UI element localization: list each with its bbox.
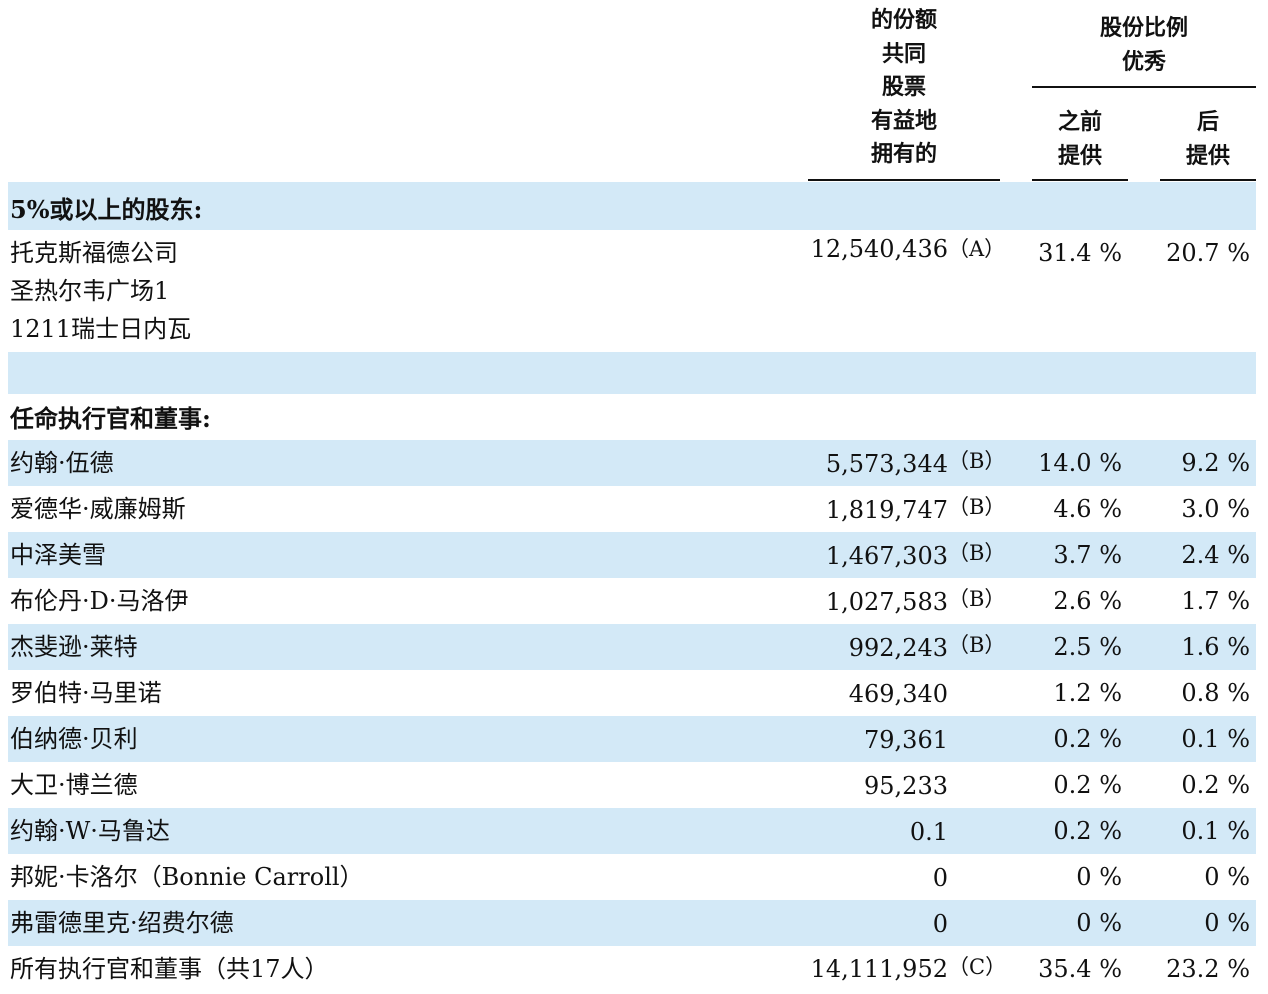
header-after-offering: 后 提供: [1160, 106, 1256, 173]
pct-after-value: 0.1 %: [1181, 725, 1250, 753]
pct-after-value: 1.6 %: [1181, 633, 1250, 661]
shares-value: 5,573,344: [825, 450, 948, 478]
table-row: 约翰·伍德 5,573,344 （B） 14.0 % 9.2 %: [8, 440, 1256, 486]
pct-before-value: 0.2 %: [1053, 725, 1122, 753]
pct-before-value: 4.6 %: [1053, 495, 1122, 523]
shares-value: 0.1: [909, 818, 948, 846]
pct-after-value: 1.7 %: [1181, 587, 1250, 615]
header-line: 提供: [1057, 142, 1102, 169]
pct-after-value: 0 %: [1204, 909, 1250, 937]
header-before-offering: 之前 提供: [1032, 106, 1128, 173]
officer-name: 爱德华·威廉姆斯: [10, 495, 186, 523]
officer-name: 大卫·博兰德: [10, 771, 138, 799]
footnote-marker: （A）: [948, 237, 1006, 261]
officer-name: 伯纳德·贝利: [10, 725, 138, 753]
table-row: 邦妮·卡洛尔（Bonnie Carroll） 0 0 % 0 %: [8, 854, 1256, 900]
total-name: 所有执行官和董事（共17人）: [10, 955, 329, 983]
pct-before-value: 14.0 %: [1038, 449, 1122, 477]
spacer-row: [8, 352, 1256, 394]
shares-value: 95,233: [864, 772, 948, 800]
officer-name: 罗伯特·马里诺: [10, 679, 162, 707]
shares-value: 0: [932, 910, 948, 938]
header-line: 拥有的: [870, 141, 937, 167]
pct-after-value: 3.0 %: [1181, 495, 1250, 523]
header-shares-rule: [808, 179, 1000, 181]
pct-before-value: 0.2 %: [1053, 771, 1122, 799]
table-row: 弗雷德里克·绍费尔德 0 0 % 0 %: [8, 900, 1256, 946]
pct-after-value: 0.2 %: [1181, 771, 1250, 799]
footnote-marker: （B）: [948, 449, 1006, 473]
footnote-marker: （B）: [948, 587, 1006, 611]
total-pct-before: 35.4 %: [1038, 955, 1122, 983]
header-line: 共同: [881, 40, 926, 67]
header-pct-outstanding: 股份比例 优秀: [1032, 12, 1256, 79]
holder-row-tuckerfield: 托克斯福德公司 圣热尔韦广场1 1211瑞士日内瓦 12,540,436 （A）…: [8, 234, 1256, 350]
table-row: 伯纳德·贝利 79,361 0.2 % 0.1 %: [8, 716, 1256, 762]
pct-before-value: 0 %: [1076, 863, 1122, 891]
pct-after-value: 9.2 %: [1181, 449, 1250, 477]
pct-before-value: 31.4 %: [1038, 239, 1122, 267]
holder-address-line: 圣热尔韦广场1: [10, 277, 170, 305]
shares-value: 12,540,436: [810, 235, 948, 263]
pct-before-value: 3.7 %: [1053, 541, 1122, 569]
officer-name: 约翰·伍德: [10, 449, 114, 477]
pct-after-value: 0.8 %: [1181, 679, 1250, 707]
officer-name: 杰斐逊·莱特: [10, 633, 138, 661]
table-row: 大卫·博兰德 95,233 0.2 % 0.2 %: [8, 762, 1256, 808]
header-line: 之前: [1057, 109, 1102, 135]
shares-value: 79,361: [864, 726, 948, 754]
total-shares-value: 14,111,952: [810, 955, 948, 983]
header-shares-owned: 的份额 共同 股票 有益地 拥有的: [808, 4, 1000, 172]
officer-name: 约翰·W·马鲁达: [10, 817, 170, 845]
header-before-rule: [1032, 179, 1128, 181]
header-line: 的份额: [870, 7, 937, 33]
footnote-marker: （C）: [948, 955, 1007, 979]
table-row: 约翰·W·马鲁达 0.1 0.2 % 0.1 %: [8, 808, 1256, 854]
shares-value: 0: [932, 864, 948, 892]
header-line: 股份比例: [1099, 15, 1188, 41]
pct-before-value: 1.2 %: [1053, 679, 1122, 707]
total-row: 所有执行官和董事（共17人） 14,111,952 （C） 35.4 % 23.…: [8, 946, 1256, 992]
header-line: 股票: [881, 74, 926, 100]
officer-name: 弗雷德里克·绍费尔德: [10, 909, 234, 937]
footnote-marker: （B）: [948, 633, 1006, 657]
officer-name: 中泽美雪: [10, 541, 106, 569]
table-row: 罗伯特·马里诺 469,340 1.2 % 0.8 %: [8, 670, 1256, 716]
holder-name-line: 托克斯福德公司: [10, 239, 178, 267]
total-pct-after: 23.2 %: [1166, 955, 1250, 983]
table-row: 中泽美雪 1,467,303 （B） 3.7 % 2.4 %: [8, 532, 1256, 578]
officer-name: 布伦丹·D·马洛伊: [10, 587, 189, 615]
shares-value: 1,819,747: [825, 496, 948, 524]
section-title-5pct: 5%或以上的股东:: [10, 195, 203, 224]
shares-value: 469,340: [848, 680, 948, 708]
shares-value: 992,243: [848, 634, 948, 662]
header-line: 有益地: [870, 107, 937, 134]
table-row: 杰斐逊·莱特 992,243 （B） 2.5 % 1.6 %: [8, 624, 1256, 670]
header-after-rule: [1160, 179, 1256, 181]
table-row: 布伦丹·D·马洛伊 1,027,583 （B） 2.6 % 1.7 %: [8, 578, 1256, 624]
header-pct-group-rule: [1032, 86, 1256, 88]
pct-before-value: 2.5 %: [1053, 633, 1122, 661]
header-line: 优秀: [1121, 48, 1166, 75]
table-row: 爱德华·威廉姆斯 1,819,747 （B） 4.6 % 3.0 %: [8, 486, 1256, 532]
shares-value: 1,467,303: [825, 542, 948, 570]
section-row-5pct: 5%或以上的股东:: [8, 182, 1256, 230]
pct-before-value: 2.6 %: [1053, 587, 1122, 615]
pct-after-value: 0 %: [1204, 863, 1250, 891]
pct-after-value: 20.7 %: [1166, 239, 1250, 267]
holder-address-line: 1211瑞士日内瓦: [10, 315, 192, 343]
pct-before-value: 0.2 %: [1053, 817, 1122, 845]
header-line: 后: [1196, 109, 1219, 135]
footnote-marker: （B）: [948, 541, 1006, 565]
officer-name: 邦妮·卡洛尔（Bonnie Carroll）: [10, 863, 364, 891]
footnote-marker: （B）: [948, 495, 1006, 519]
pct-after-value: 2.4 %: [1181, 541, 1250, 569]
pct-after-value: 0.1 %: [1181, 817, 1250, 845]
section-row-officers: 任命执行官和董事:: [8, 396, 1256, 440]
section-title-officers: 任命执行官和董事:: [10, 404, 211, 433]
pct-before-value: 0 %: [1076, 909, 1122, 937]
header-line: 提供: [1185, 142, 1230, 169]
shares-value: 1,027,583: [825, 588, 948, 616]
